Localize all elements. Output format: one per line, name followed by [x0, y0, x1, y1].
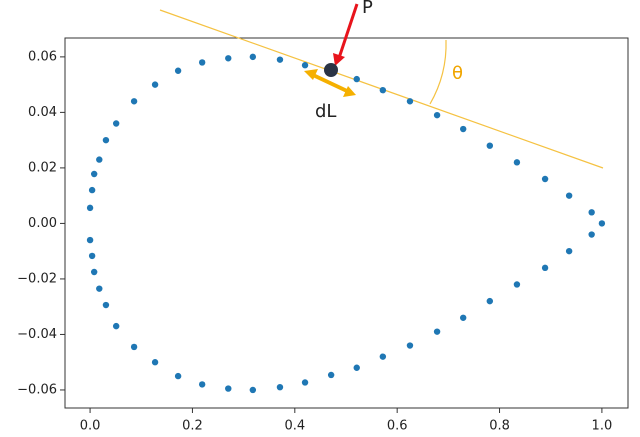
point: [86, 236, 94, 244]
p-label: P: [362, 0, 373, 18]
point: [433, 328, 441, 335]
point: [353, 75, 360, 83]
point: [513, 281, 521, 288]
point: [112, 120, 120, 127]
point: [459, 125, 467, 133]
point: [198, 59, 206, 66]
pointer-arrow: [337, 3, 359, 59]
x-tick-label: 0.4: [284, 419, 305, 434]
point: [130, 98, 138, 105]
point: [459, 314, 467, 321]
x-tick-label: 1.0: [592, 419, 613, 434]
point: [151, 81, 159, 88]
point: [379, 353, 387, 360]
point: [598, 220, 606, 227]
point: [588, 209, 595, 216]
x-tick-label: 0.8: [489, 419, 510, 434]
y-tick-label: −0.06: [17, 382, 57, 397]
point: [225, 385, 232, 392]
point: [353, 364, 360, 371]
point: [249, 386, 257, 394]
point: [249, 53, 257, 61]
point: [301, 379, 309, 386]
point: [588, 231, 595, 238]
point: [151, 359, 159, 366]
point: [276, 56, 284, 63]
point: [112, 322, 120, 330]
point: [486, 142, 494, 149]
y-tick-label: 0.00: [28, 216, 57, 231]
point: [90, 268, 98, 276]
point: [541, 175, 549, 183]
point: [102, 301, 110, 309]
point: [102, 136, 110, 144]
point: [96, 156, 103, 163]
theta-label: θ: [452, 63, 463, 84]
point: [198, 381, 206, 388]
marks: [86, 53, 606, 394]
point: [174, 67, 182, 74]
x-tick-label: 0.2: [182, 419, 203, 434]
y-tick-label: 0.02: [28, 160, 57, 175]
dl-label: dL: [315, 101, 336, 122]
point: [88, 186, 96, 194]
point-p: [324, 63, 338, 77]
angle-arc: [429, 39, 447, 105]
point: [301, 62, 309, 69]
point: [225, 55, 232, 62]
point: [88, 252, 96, 260]
y-tick-label: −0.04: [17, 327, 57, 342]
point: [406, 342, 414, 349]
x-tick-label: 0.6: [387, 419, 408, 434]
x-tick-label: 0.0: [80, 419, 101, 434]
dl-arrow-head: [343, 86, 356, 97]
point: [130, 343, 138, 351]
y-tick-label: 0.06: [28, 49, 57, 64]
y-tick-label: 0.04: [28, 105, 57, 120]
point: [486, 297, 494, 305]
point: [90, 170, 98, 178]
point: [541, 264, 549, 272]
point: [406, 98, 414, 105]
point: [565, 247, 573, 255]
dl-arrow: [312, 73, 348, 93]
pointer-arrow-head: [333, 53, 345, 66]
y-tick-label: −0.02: [17, 271, 57, 286]
point: [565, 192, 573, 199]
point: [96, 285, 103, 292]
point: [379, 86, 387, 94]
point: [174, 372, 182, 380]
point: [86, 204, 94, 212]
point: [276, 383, 284, 391]
dl-arrow-head: [304, 69, 318, 80]
point: [513, 159, 521, 166]
point: [433, 111, 441, 119]
point: [327, 371, 335, 379]
